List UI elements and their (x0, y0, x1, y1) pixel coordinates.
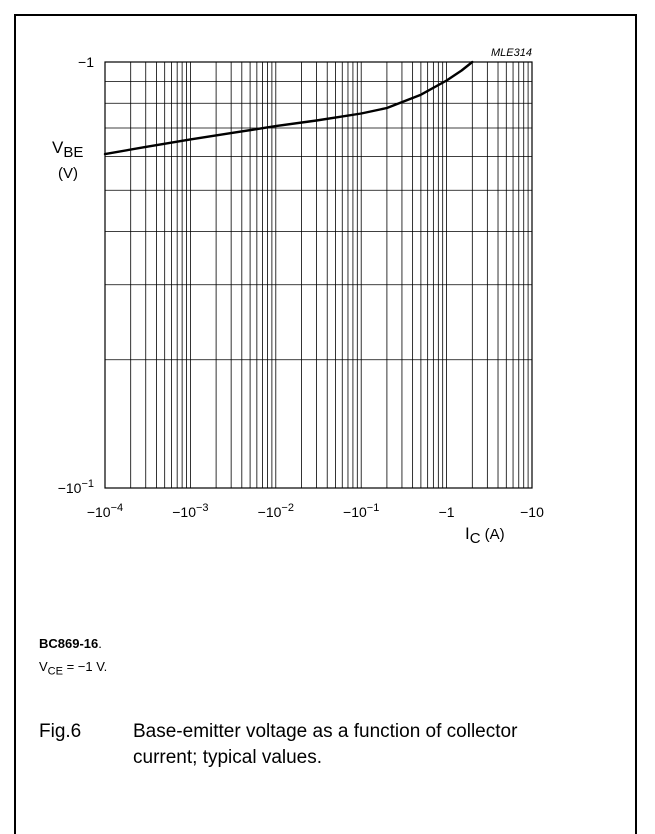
x-tick-label: −10−4 (87, 502, 123, 520)
y-axis-unit: (V) (58, 165, 78, 182)
y-tick-label: −1 (78, 54, 94, 70)
plot-area-border (104, 61, 533, 489)
chart-notes: BC869-16. VCE = −1 V. (39, 636, 107, 678)
x-axis-label: IC (A) (465, 524, 505, 547)
test-condition: VCE = −1 V. (39, 659, 108, 678)
series-line (103, 60, 474, 156)
figure-number: Fig.6 (39, 721, 82, 742)
x-tick-label: −1 (439, 504, 455, 520)
y-tick-label: −10−1 (58, 478, 94, 496)
x-tick-label: −10−1 (343, 502, 379, 520)
figure-caption: Fig.6 Base-emitter voltage as a function … (39, 719, 573, 771)
x-tick-label: −10 (520, 504, 544, 520)
x-tick-label: −10−2 (258, 502, 294, 520)
chart-grid (105, 62, 532, 488)
x-tick-label: −10−3 (172, 502, 208, 520)
part-number: BC869-16. (39, 636, 102, 651)
vbe-vs-ic-chart: MLE314 −10−1 −1 −10−4 −10−3 −10−2 −10−1 −1 −10… (52, 47, 544, 547)
figure-frame (14, 14, 637, 834)
chart-tag: MLE314 (491, 47, 532, 59)
figure-title: Base-emitter voltage as a function of co… (133, 721, 518, 768)
y-axis-label: VBE (52, 138, 83, 161)
